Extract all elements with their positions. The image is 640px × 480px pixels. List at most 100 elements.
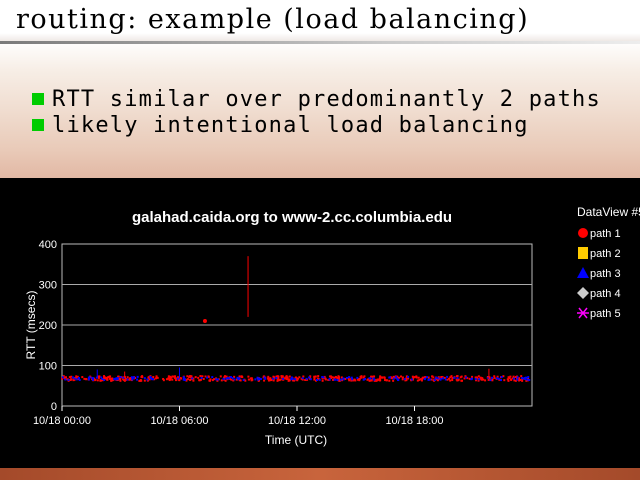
data-point	[119, 376, 122, 379]
data-point	[294, 378, 297, 381]
data-point	[106, 378, 109, 381]
data-point	[524, 378, 527, 381]
data-point	[360, 376, 363, 379]
data-point	[477, 375, 480, 378]
data-point	[174, 379, 177, 382]
data-point	[358, 377, 361, 380]
data-point	[118, 378, 121, 381]
data-point	[322, 376, 325, 379]
data-point	[449, 376, 452, 379]
data-point	[370, 375, 373, 378]
data-point	[424, 376, 427, 379]
data-point	[474, 378, 477, 381]
data-point	[392, 375, 395, 378]
data-point	[109, 375, 112, 378]
data-point	[338, 379, 341, 382]
data-point	[521, 379, 524, 382]
data-point	[275, 375, 278, 378]
data-point	[258, 377, 261, 380]
data-point	[338, 376, 341, 379]
data-point	[204, 375, 207, 378]
data-point	[455, 375, 458, 378]
data-point	[191, 377, 194, 380]
footer-strip	[0, 468, 640, 480]
data-point	[362, 378, 365, 381]
data-point	[317, 375, 320, 378]
data-point	[431, 375, 434, 378]
data-point	[450, 375, 453, 378]
bullet-item: likely intentional load balancing	[32, 112, 601, 138]
data-point	[345, 376, 348, 379]
x-tick-label: 10/18 12:00	[268, 415, 326, 427]
data-point	[465, 376, 468, 379]
data-point	[267, 375, 270, 378]
data-point	[276, 378, 279, 381]
data-point	[372, 377, 375, 380]
legend-label: path 5	[590, 308, 621, 320]
data-point	[433, 379, 436, 382]
data-point	[316, 377, 319, 380]
data-point	[183, 378, 186, 381]
data-point	[290, 378, 293, 381]
data-point	[94, 378, 97, 381]
data-point	[302, 375, 305, 378]
data-point	[61, 377, 64, 380]
data-point	[192, 379, 195, 382]
data-point	[418, 378, 421, 381]
data-point	[64, 378, 67, 381]
data-point	[81, 376, 84, 379]
data-point	[411, 378, 414, 381]
data-point	[451, 376, 454, 379]
data-point	[463, 377, 466, 380]
data-point	[503, 379, 506, 382]
data-point	[107, 376, 110, 379]
data-point	[491, 379, 494, 382]
data-point	[120, 376, 123, 379]
data-point	[268, 379, 271, 382]
data-point	[220, 379, 223, 382]
title-underline	[0, 41, 640, 44]
data-point	[295, 377, 298, 380]
data-point	[130, 376, 133, 379]
data-point	[216, 378, 219, 381]
data-point	[62, 375, 65, 378]
data-point	[87, 378, 90, 381]
data-point	[75, 375, 78, 378]
data-point	[146, 378, 149, 381]
data-point	[518, 378, 521, 381]
data-point	[272, 375, 275, 378]
data-point	[508, 377, 511, 380]
data-point	[143, 379, 146, 382]
legend-label: path 2	[590, 248, 621, 260]
data-point	[171, 375, 174, 378]
data-point	[123, 379, 126, 382]
data-point	[150, 378, 153, 381]
data-point	[342, 378, 345, 381]
data-point	[270, 379, 273, 382]
data-point	[412, 376, 415, 379]
data-point	[244, 379, 247, 382]
data-point	[224, 379, 227, 382]
y-axis-label: RTT (msecs)	[24, 291, 38, 360]
data-point	[131, 378, 134, 381]
slide-title: routing: example (load balancing)	[16, 4, 530, 35]
data-point	[481, 377, 484, 380]
data-point	[436, 379, 439, 382]
grid-lines	[62, 284, 532, 366]
data-point	[376, 378, 379, 381]
data-point	[363, 377, 366, 380]
x-axis-label: Time (UTC)	[265, 433, 327, 447]
data-point	[235, 378, 238, 381]
data-point	[156, 376, 159, 379]
data-point	[440, 376, 443, 379]
data-point	[453, 376, 456, 379]
data-point	[224, 375, 227, 378]
data-point	[297, 377, 300, 380]
data-point	[70, 378, 73, 381]
legend-triangle-icon	[577, 267, 589, 278]
x-tick-label: 10/18 00:00	[33, 415, 91, 427]
data-point	[493, 375, 496, 378]
data-point	[189, 375, 192, 378]
data-point	[211, 379, 214, 382]
data-point	[198, 379, 201, 382]
